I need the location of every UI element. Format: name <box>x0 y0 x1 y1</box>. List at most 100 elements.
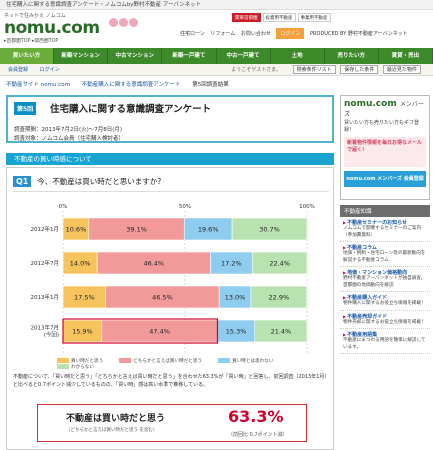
saved-conditions-button[interactable]: 保存した条件 <box>340 65 379 74</box>
members-suffix: メンバーズ <box>344 101 424 118</box>
page-title: 住宅購入に関する意識調査アンケート <box>50 104 212 115</box>
nav-rent[interactable]: 賃貸・売出 <box>379 48 433 64</box>
sub-nav: 会員登録 ログイン ようこそゲストさま。 検索条件リスト 保存した条件 最近見た… <box>0 64 433 76</box>
bar-value-label: 17.2% <box>221 260 242 268</box>
top-link-business[interactable]: 事業用不動産 <box>297 13 331 22</box>
legend-item: どちらかと言えば買い時だと思う <box>119 358 210 364</box>
sidebar-item-title[interactable]: 地価・マンション価格動向 <box>343 269 427 276</box>
region-links[interactable]: ▸首都圏TOP ▸関西圏TOP <box>4 39 59 44</box>
bar-value-label: 21.4% <box>271 328 292 336</box>
stacked-bar-chart: 0% 50% 100% 2012年1月 10.6% 39.1% 19.6% 30.7% 2012… <box>31 204 315 354</box>
survey-period: 調査期間：2013年7月2日(火)～7月8日(月) <box>14 127 123 133</box>
nav-sell[interactable]: 売りたい方 <box>325 48 379 64</box>
result-percent: 63.3% <box>228 407 284 426</box>
subheader-link-loan[interactable]: 住宅ローン <box>180 31 205 37</box>
legend-item: わからない <box>57 364 102 370</box>
sidebar-item-title[interactable]: 不動産コラム <box>343 244 427 251</box>
axis-tick-label: 50% <box>179 204 191 210</box>
main-nav: 買いたい方 新築マンション 中古マンション 新築一戸建て 中古一戸建て 土地 売… <box>0 48 433 64</box>
top-link-investment[interactable]: 投資用不動産 <box>262 13 296 22</box>
result-label: 不動産は買い時だと思う <box>66 414 166 424</box>
legend-swatch <box>218 358 231 363</box>
section-heading: 不動産の買い時感について <box>6 153 334 165</box>
nav-land[interactable]: 土地 <box>271 48 325 64</box>
top-link-kanto[interactable]: 関東首都圏 <box>232 13 261 22</box>
sidebar-item-title[interactable]: 不動産購入ガイド <box>343 294 427 301</box>
nav-new-mansion[interactable]: 新築マンション <box>54 48 109 64</box>
category-label: (今回) <box>44 331 59 339</box>
subheader-link-contact[interactable]: お問い合わせ <box>240 31 271 37</box>
question-panel: Q1 今、不動産は買い時だと思いますか? 0% 50% 100% 2012年1月 10.… <box>6 167 334 450</box>
site-brand[interactable]: ネットで住みかえ ノムコム nomu.com ▸首都圏TOP ▸関西圏TOP <box>4 12 154 46</box>
pig-icon <box>119 18 128 27</box>
breadcrumb-current: 第5回調査結果 <box>192 82 229 88</box>
result-summary: 不動産は買い時だと思う （どちらかと言えば買い時だと思う を含む） 63.3% … <box>37 404 307 442</box>
nav-buy[interactable]: 買いたい方 <box>0 48 55 64</box>
site-logo[interactable]: nomu.com <box>4 18 100 38</box>
login-button[interactable]: ログイン <box>276 28 305 39</box>
sidebar-item-title[interactable]: 不動産セミナーのお知らせ <box>343 219 427 226</box>
bar-value-label: 47.4% <box>149 328 170 336</box>
produced-by: PRODUCED BY 野村不動産アーバンネット <box>310 31 408 37</box>
bar-value-label: 15.9% <box>72 328 93 336</box>
legend-swatch <box>57 358 69 363</box>
members-subtitle: 買いたい方も売りたい方もギフ登録！ <box>344 120 420 133</box>
sidebar-item-title[interactable]: 不動産用語集 <box>343 331 427 338</box>
category-label: 2012年1月 <box>31 225 60 233</box>
axis-tick-label: 0% <box>59 204 68 210</box>
search-list-button[interactable]: 検索条件リスト <box>292 65 336 74</box>
result-note: 不動産について、「買い時だと思う」「どちらかと言えば買い時だと思う」を合わせた6… <box>13 374 327 388</box>
legend-swatch <box>119 358 132 363</box>
question-text: 今、不動産は買い時だと思いますか? <box>37 177 162 186</box>
sidebar-item-desc: 野村不動産アーバンネットが独自調査。首都圏の地価動向を解説 <box>343 276 426 288</box>
pig-icon <box>109 18 118 27</box>
sidebar: nomu.com メンバーズ 買いたい方も売りたい方もギフ登録！ 新着物件情報を… <box>340 95 430 450</box>
bar-segment <box>252 251 308 275</box>
knowledge-heading: 不動産知識 <box>340 205 430 217</box>
members-register-button[interactable]: nomu.com メンバーズ 会員登録はこちらから <box>344 171 426 198</box>
pig-icon <box>129 18 138 27</box>
nav-new-house[interactable]: 新築一戸建て <box>162 48 217 64</box>
bar-segment <box>254 319 308 343</box>
breadcrumb-home[interactable]: 不動産サイト nomu.com <box>6 82 70 88</box>
sidebar-item-desc: 不動産にまつわる用語を簡単に解説しています。 <box>343 338 426 350</box>
category-label: 2012年7月 <box>31 259 60 267</box>
breadcrumb: 不動産サイト nomu.com 不動産購入に関する意識調査アンケート 第5回調査… <box>6 80 336 90</box>
subheader-link-reform[interactable]: リフォーム <box>210 31 236 37</box>
top-links: 関東首都圏 投資用不動産 事業用不動産 <box>232 13 432 22</box>
sidebar-item-title[interactable]: 不動産売却ガイド <box>343 313 427 320</box>
bar-value-label: 14.0% <box>70 260 91 268</box>
legend-label: 買い時だと思う <box>71 359 104 364</box>
survey-title-box: 第5回 住宅購入に関する意識調査アンケート 調査期間：2013年7月2日(火)～… <box>6 95 334 143</box>
nav-used-mansion[interactable]: 中古マンション <box>108 48 163 64</box>
bar-value-label: 30.7% <box>259 226 280 234</box>
sidebar-item-price-trend[interactable]: 地価・マンション価格動向野村不動産アーバンネットが独自調査。首都圏の地価動向を解… <box>340 267 430 292</box>
category-label: 2013年7月 <box>31 324 60 332</box>
sidebar-item-desc: 地価・税制・住宅ローン等の最新動向を解説する不動産コラム <box>343 251 426 263</box>
members-logo: nomu.com <box>344 99 397 109</box>
breadcrumb-survey[interactable]: 不動産購入に関する意識調査アンケート <box>81 82 181 88</box>
members-promo-text: 新着物件情報を毎日お得なメールで届く！ <box>347 140 423 153</box>
sidebar-item-desc: 物件購入に関するお役立ち情報を掲載！ <box>343 301 426 306</box>
bar-value-label: 46.4% <box>143 260 164 268</box>
nav-used-house[interactable]: 中古一戸建て <box>217 48 271 64</box>
chart-legend: 買い時だと思う どちらかと言えば買い時だと思う 買い時とは思わないわからない <box>57 358 317 370</box>
members-box: nomu.com メンバーズ 買いたい方も売りたい方もギフ登録！ 新着物件情報を… <box>340 95 430 200</box>
category-label: 2013年1月 <box>31 293 60 301</box>
legend-label: どちらかと言えば買い時だと思う <box>133 359 203 364</box>
register-link[interactable]: 会員登録 <box>8 67 29 73</box>
bar-value-label: 46.5% <box>152 294 173 302</box>
login-link[interactable]: ログイン <box>39 67 60 73</box>
bar-segment <box>231 217 308 241</box>
members-promo-image[interactable]: 新着物件情報を毎日お得なメールで届く！ <box>344 137 426 167</box>
legend-swatch <box>57 364 69 369</box>
browser-title-bar: 住宅購入に関する意識調査アンケート・ノムコムby野村不動産 アーバンネット <box>0 0 433 10</box>
recent-view-button[interactable]: 最近見た物件 <box>382 65 421 74</box>
legend-item: 買い時とは思わない <box>218 358 281 364</box>
highlight-outline <box>62 318 219 344</box>
